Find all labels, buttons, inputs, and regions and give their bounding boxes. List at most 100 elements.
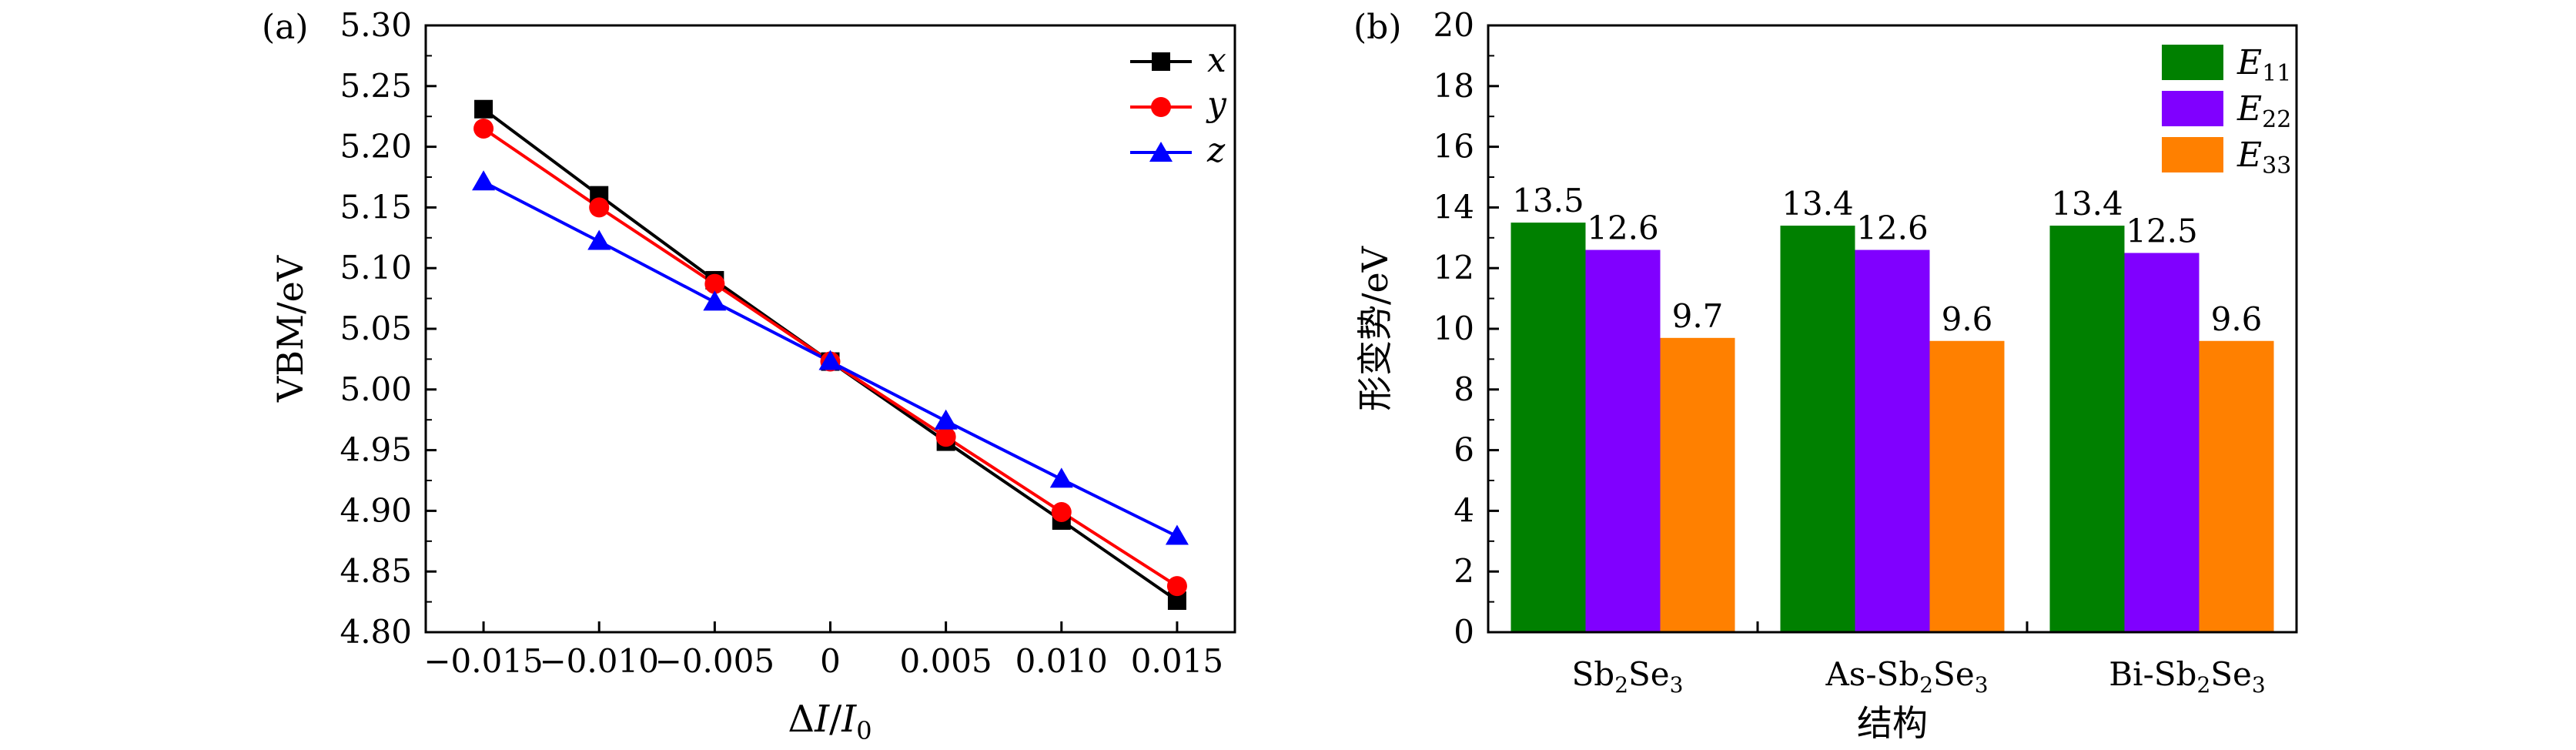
panel-b-y-tick-label: 2 bbox=[1454, 552, 1474, 590]
data-point-y bbox=[1166, 576, 1187, 597]
panel-a-y-axis-title: VBM/eV bbox=[269, 255, 311, 403]
data-point-z bbox=[1165, 524, 1189, 545]
panel-a-legend: x y z bbox=[1130, 41, 1227, 170]
legend-label-z: z bbox=[1206, 131, 1226, 170]
data-point-y bbox=[473, 118, 494, 139]
x-title-slash: / bbox=[829, 698, 842, 741]
bar-value-label: 13.4 bbox=[1781, 185, 1854, 223]
data-point-z bbox=[818, 350, 842, 370]
data-point-y bbox=[704, 273, 725, 294]
panel-a-y-tick-label: 5.20 bbox=[340, 128, 412, 166]
panel-a-y-tick-label: 5.00 bbox=[340, 370, 412, 408]
panel-b-legend: E11 E22 E33 bbox=[2162, 43, 2291, 179]
data-point-z bbox=[934, 409, 958, 430]
panel-b-x-axis-title: 结构 bbox=[1857, 702, 1928, 744]
panel-a-x-tick-label: 0.005 bbox=[900, 642, 992, 680]
legend-label-e33: E33 bbox=[2236, 136, 2291, 179]
legend-marker-triangle bbox=[1149, 142, 1173, 162]
legend-entry-e33: E33 bbox=[2162, 136, 2291, 179]
data-point-z bbox=[472, 170, 496, 191]
bar-value-label: 12.6 bbox=[1587, 209, 1659, 247]
panel-a-x-tick-label: −0.015 bbox=[423, 642, 543, 680]
category-label-bi-sb2se3: Bi-Sb2Se3 bbox=[2109, 655, 2265, 698]
data-point-z bbox=[587, 229, 611, 250]
legend-entry-e11: E11 bbox=[2162, 43, 2291, 87]
panel-a-ticks: −0.015−0.010−0.005 0 0.005 0.010 0.015 4.80 4.… bbox=[340, 6, 1223, 680]
legend-entry-x: x bbox=[1130, 41, 1226, 80]
data-point-y bbox=[935, 427, 956, 447]
data-point-x bbox=[474, 99, 493, 119]
bar-value-label: 12.5 bbox=[2126, 213, 2198, 250]
panel-a-y-tick-label: 4.90 bbox=[340, 491, 412, 529]
panel-a-y-tick-label: 5.15 bbox=[340, 188, 412, 226]
panel-a-x-tick-label: 0.010 bbox=[1015, 642, 1108, 680]
panel-b-bars: 13.512.69.713.412.69.613.412.59.6 bbox=[1510, 182, 2274, 633]
legend-swatch-e22 bbox=[2162, 91, 2223, 126]
panel-b-y-tick-label: 6 bbox=[1454, 431, 1474, 469]
legend-label-y: y bbox=[1206, 85, 1227, 124]
legend-entry-y: y bbox=[1130, 85, 1227, 124]
panel-b-y-tick-label: 12 bbox=[1434, 249, 1474, 286]
panel-a-x-tick-label: −0.010 bbox=[539, 642, 658, 680]
panel-b-y-tick-label: 18 bbox=[1434, 67, 1474, 105]
bar-E22 bbox=[1585, 249, 1661, 632]
panel-a-y-tick-label: 4.95 bbox=[340, 431, 412, 469]
x-title-delta: Δ bbox=[788, 698, 815, 741]
legend-entry-e22: E22 bbox=[2162, 89, 2291, 133]
bar-E33 bbox=[2199, 340, 2274, 632]
bar-value-label: 13.5 bbox=[1512, 182, 1584, 219]
bar-E22 bbox=[1855, 249, 1930, 632]
bar-E33 bbox=[1660, 337, 1735, 632]
data-point-z bbox=[1049, 467, 1073, 488]
bar-value-label: 9.7 bbox=[1672, 297, 1724, 335]
panel-b-label: (b) bbox=[1353, 8, 1402, 47]
panel-a-label: (a) bbox=[262, 8, 309, 47]
data-point-z bbox=[703, 290, 727, 311]
bar-E22 bbox=[2124, 253, 2200, 632]
panel-b-y-tick-label: 16 bbox=[1434, 128, 1474, 166]
panel-b-ticks: 0 2 4 6 8 10 12 14 16 18 20 bbox=[1434, 6, 2029, 651]
panel-a-y-tick-label: 4.80 bbox=[340, 613, 412, 651]
legend-marker-circle bbox=[1151, 97, 1171, 117]
bar-value-label: 9.6 bbox=[2211, 300, 2263, 338]
panel-b-plot-frame bbox=[1487, 24, 2298, 634]
bar-E11 bbox=[1510, 223, 1586, 633]
category-label-as-sb2se3: As-Sb2Se3 bbox=[1825, 655, 1988, 698]
panel-a-series bbox=[472, 99, 1189, 611]
panel-b-y-tick-label: 14 bbox=[1434, 188, 1474, 226]
panel-b-y-tick-label: 10 bbox=[1434, 310, 1474, 347]
bar-value-label: 12.6 bbox=[1856, 209, 1929, 247]
data-point-y bbox=[1051, 501, 1072, 522]
panel-a-y-tick-label: 5.05 bbox=[340, 310, 412, 347]
x-title-i: I bbox=[814, 698, 830, 741]
bar-E11 bbox=[1780, 226, 1855, 632]
panel-a-y-tick-label: 5.10 bbox=[340, 249, 412, 286]
bar-E11 bbox=[2049, 226, 2125, 632]
legend-marker-square bbox=[1152, 52, 1170, 71]
panel-b-y-tick-label: 20 bbox=[1434, 6, 1474, 44]
x-title-subscript: 0 bbox=[856, 716, 871, 745]
legend-swatch-e33 bbox=[2162, 137, 2223, 172]
panel-a-x-tick-label: −0.005 bbox=[655, 642, 774, 680]
data-point-y bbox=[589, 197, 610, 218]
panel-b-y-tick-label: 0 bbox=[1454, 613, 1474, 651]
legend-label-e11: E11 bbox=[2236, 43, 2291, 87]
panel-b-y-tick-label: 8 bbox=[1454, 370, 1474, 408]
panel-a-y-tick-label: 5.25 bbox=[340, 67, 412, 105]
panel-a-y-tick-label: 5.30 bbox=[340, 6, 412, 44]
bar-value-label: 9.6 bbox=[1942, 300, 1993, 338]
panel-a-y-tick-label: 4.85 bbox=[340, 552, 412, 590]
legend-label-e22: E22 bbox=[2236, 89, 2291, 133]
panel-a-x-tick-label: 0.015 bbox=[1131, 642, 1223, 680]
legend-entry-z: z bbox=[1130, 131, 1226, 170]
legend-label-x: x bbox=[1207, 41, 1226, 80]
bar-E33 bbox=[1929, 340, 2005, 632]
bar-value-label: 13.4 bbox=[2051, 185, 2123, 223]
panel-a: (a) −0.015−0.010−0.005 0 0.005 0.010 0.015 4.… bbox=[262, 6, 1236, 745]
panel-b-y-tick-label: 4 bbox=[1454, 491, 1474, 529]
legend-swatch-e11 bbox=[2162, 45, 2223, 80]
panel-a-plot-frame bbox=[424, 24, 1236, 634]
panel-b-y-axis-title: 形变势/eV bbox=[1354, 246, 1396, 411]
